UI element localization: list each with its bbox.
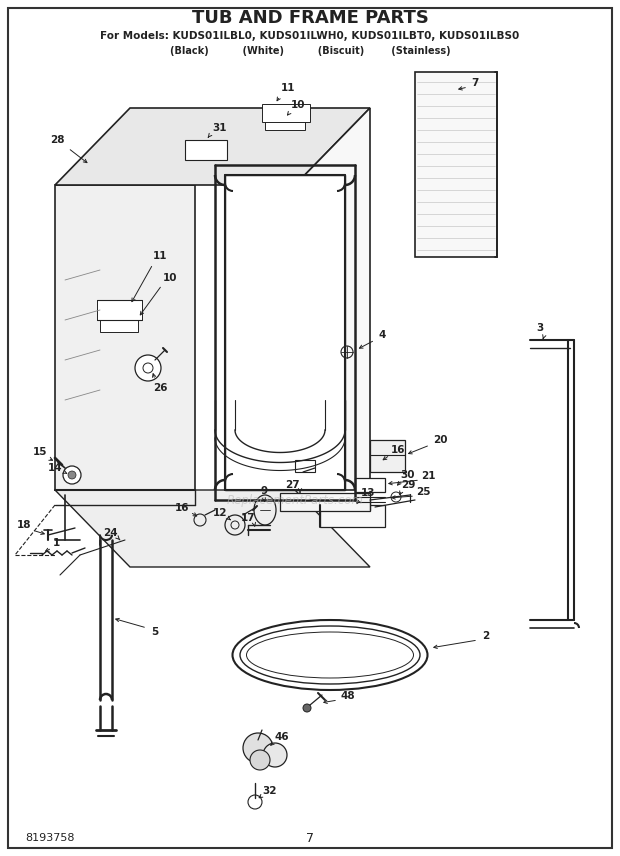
Text: (Black)          (White)          (Biscuit)        (Stainless): (Black) (White) (Biscuit) (Stainless) <box>170 46 450 56</box>
Text: 27: 27 <box>285 480 299 490</box>
Text: 32: 32 <box>263 786 277 796</box>
Text: 48: 48 <box>340 691 355 701</box>
Text: ReplacementParts.com: ReplacementParts.com <box>226 494 363 507</box>
Text: 46: 46 <box>275 732 290 742</box>
Text: 31: 31 <box>213 123 228 133</box>
Text: 7: 7 <box>471 78 479 88</box>
Bar <box>100 320 138 332</box>
Text: 5: 5 <box>151 627 159 637</box>
Bar <box>295 460 315 472</box>
Polygon shape <box>225 175 345 490</box>
Bar <box>415 72 497 257</box>
Polygon shape <box>55 108 370 185</box>
Circle shape <box>243 733 273 763</box>
Bar <box>320 505 385 527</box>
Text: 10: 10 <box>291 100 305 110</box>
Text: 4: 4 <box>378 330 386 340</box>
Text: 16: 16 <box>391 445 405 455</box>
Text: For Models: KUDS01ILBL0, KUDS01ILWH0, KUDS01ILBT0, KUDS01ILBS0: For Models: KUDS01ILBL0, KUDS01ILWH0, KU… <box>100 31 520 41</box>
Text: 26: 26 <box>153 383 167 393</box>
Text: 7: 7 <box>306 831 314 845</box>
Circle shape <box>250 750 270 770</box>
Bar <box>265 118 305 130</box>
Text: 11: 11 <box>281 83 295 93</box>
Text: TUB AND FRAME PARTS: TUB AND FRAME PARTS <box>192 9 428 27</box>
Text: 8193758: 8193758 <box>25 833 74 843</box>
Text: 17: 17 <box>241 513 255 523</box>
Text: 1: 1 <box>52 538 60 548</box>
Text: 16: 16 <box>175 503 189 513</box>
Bar <box>355 478 385 492</box>
Text: 29: 29 <box>401 480 415 490</box>
Circle shape <box>68 471 76 479</box>
Text: 14: 14 <box>48 463 63 473</box>
Circle shape <box>303 704 311 712</box>
Bar <box>370 440 405 472</box>
Text: 28: 28 <box>50 135 64 145</box>
Text: 10: 10 <box>162 273 177 283</box>
Text: 12: 12 <box>213 508 228 518</box>
Bar <box>262 104 310 122</box>
Text: 3: 3 <box>536 323 544 333</box>
Bar <box>280 493 370 511</box>
Text: 20: 20 <box>433 435 447 445</box>
Circle shape <box>63 466 81 484</box>
Text: 24: 24 <box>103 528 117 538</box>
Circle shape <box>263 743 287 767</box>
Polygon shape <box>55 185 195 490</box>
Text: 15: 15 <box>33 447 47 457</box>
Text: 9: 9 <box>260 486 268 496</box>
Bar <box>185 140 227 160</box>
Bar <box>97 300 142 320</box>
Text: 25: 25 <box>416 487 430 497</box>
Text: 2: 2 <box>482 631 490 641</box>
Text: 11: 11 <box>153 251 167 261</box>
Circle shape <box>135 355 161 381</box>
Polygon shape <box>295 108 370 490</box>
Text: 30: 30 <box>401 470 415 480</box>
Polygon shape <box>55 490 370 567</box>
Text: 21: 21 <box>421 471 435 481</box>
Text: 13: 13 <box>361 488 375 498</box>
Text: 18: 18 <box>17 520 31 530</box>
